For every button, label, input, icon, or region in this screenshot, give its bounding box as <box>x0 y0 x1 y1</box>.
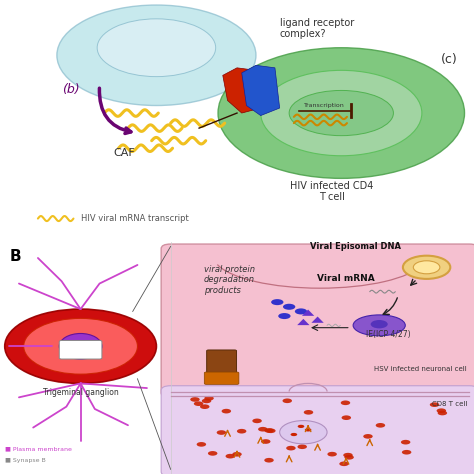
Ellipse shape <box>57 5 256 106</box>
Text: (b): (b) <box>62 83 79 96</box>
Circle shape <box>237 429 246 434</box>
Circle shape <box>343 453 353 457</box>
Circle shape <box>286 446 296 450</box>
Circle shape <box>264 428 273 433</box>
Text: HSV infected neuronal cell: HSV infected neuronal cell <box>374 366 467 373</box>
Circle shape <box>217 430 226 435</box>
Circle shape <box>438 410 447 415</box>
FancyBboxPatch shape <box>161 244 474 397</box>
Text: HIV viral mRNA transcript: HIV viral mRNA transcript <box>81 214 188 223</box>
Circle shape <box>194 401 203 406</box>
Circle shape <box>5 309 156 383</box>
Circle shape <box>295 309 307 314</box>
Circle shape <box>258 427 268 431</box>
Circle shape <box>200 404 210 409</box>
Polygon shape <box>302 310 314 316</box>
Polygon shape <box>223 68 261 113</box>
Text: Trigeminal ganglion: Trigeminal ganglion <box>43 388 118 397</box>
Circle shape <box>401 440 410 445</box>
Circle shape <box>264 458 274 463</box>
Circle shape <box>403 255 450 279</box>
Circle shape <box>328 452 337 456</box>
Circle shape <box>363 434 373 438</box>
Circle shape <box>278 313 291 319</box>
FancyBboxPatch shape <box>59 340 102 359</box>
FancyBboxPatch shape <box>207 350 237 375</box>
Circle shape <box>280 420 327 444</box>
Text: B: B <box>9 249 21 264</box>
Circle shape <box>222 409 231 413</box>
Circle shape <box>291 433 297 436</box>
Circle shape <box>190 397 200 402</box>
Text: viral protein
degradation
products: viral protein degradation products <box>204 265 255 295</box>
Circle shape <box>376 423 385 428</box>
Text: CD8 T cell: CD8 T cell <box>431 401 467 407</box>
Circle shape <box>283 399 292 403</box>
Circle shape <box>413 261 440 274</box>
Text: HIV infected CD4
T cell: HIV infected CD4 T cell <box>290 181 374 202</box>
Circle shape <box>371 320 388 328</box>
Circle shape <box>430 402 439 407</box>
Circle shape <box>339 462 349 466</box>
Circle shape <box>271 299 283 305</box>
Text: ligand receptor
complex?: ligand receptor complex? <box>280 18 354 39</box>
Ellipse shape <box>97 19 216 77</box>
Text: ■ Synapse B: ■ Synapse B <box>5 458 46 464</box>
Text: Viral mRNA: Viral mRNA <box>317 274 375 283</box>
Circle shape <box>437 409 446 413</box>
Text: IE(ICP 4/27): IE(ICP 4/27) <box>366 330 411 339</box>
Circle shape <box>298 425 304 428</box>
Text: ■ Plasma membrane: ■ Plasma membrane <box>5 447 72 452</box>
Circle shape <box>226 454 235 458</box>
Circle shape <box>305 428 311 431</box>
Polygon shape <box>242 65 280 116</box>
Circle shape <box>342 415 351 420</box>
Polygon shape <box>311 317 324 323</box>
Circle shape <box>208 451 218 456</box>
Circle shape <box>232 452 242 456</box>
Circle shape <box>298 445 307 449</box>
Circle shape <box>204 396 214 401</box>
Ellipse shape <box>261 70 422 156</box>
FancyBboxPatch shape <box>204 372 239 384</box>
Text: (c): (c) <box>441 53 457 66</box>
Text: Viral Episomal DNA: Viral Episomal DNA <box>310 242 401 251</box>
Circle shape <box>283 304 295 310</box>
Circle shape <box>197 442 206 447</box>
Ellipse shape <box>59 334 102 359</box>
Text: Transcription: Transcription <box>304 103 345 108</box>
Circle shape <box>402 450 411 455</box>
Ellipse shape <box>353 315 405 336</box>
Circle shape <box>261 439 271 444</box>
Ellipse shape <box>218 48 465 178</box>
Circle shape <box>252 419 262 423</box>
Circle shape <box>345 455 354 460</box>
Circle shape <box>341 401 350 405</box>
Ellipse shape <box>289 91 393 136</box>
FancyBboxPatch shape <box>161 386 474 474</box>
Circle shape <box>304 410 313 415</box>
Text: CAF: CAF <box>114 148 136 158</box>
Circle shape <box>266 428 275 433</box>
Circle shape <box>202 399 211 403</box>
Polygon shape <box>297 319 310 325</box>
Circle shape <box>24 319 137 374</box>
